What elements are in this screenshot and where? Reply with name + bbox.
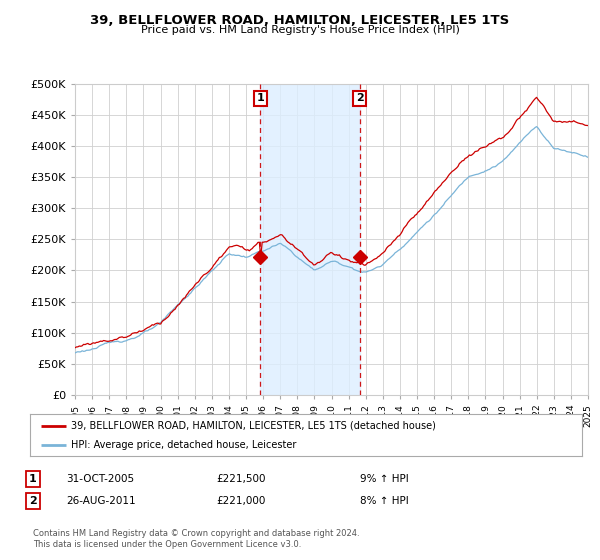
Text: 39, BELLFLOWER ROAD, HAMILTON, LEICESTER, LE5 1TS: 39, BELLFLOWER ROAD, HAMILTON, LEICESTER… xyxy=(91,14,509,27)
Bar xyxy=(260,84,360,395)
Text: 39, BELLFLOWER ROAD, HAMILTON, LEICESTER, LE5 1TS (detached house): 39, BELLFLOWER ROAD, HAMILTON, LEICESTER… xyxy=(71,421,436,431)
Text: Contains HM Land Registry data © Crown copyright and database right 2024.
This d: Contains HM Land Registry data © Crown c… xyxy=(33,529,359,549)
Text: 2: 2 xyxy=(356,94,364,104)
Text: 26-AUG-2011: 26-AUG-2011 xyxy=(66,496,136,506)
Text: 1: 1 xyxy=(29,474,37,484)
Text: 2: 2 xyxy=(29,496,37,506)
Text: £221,000: £221,000 xyxy=(216,496,265,506)
Text: 31-OCT-2005: 31-OCT-2005 xyxy=(66,474,134,484)
Text: Price paid vs. HM Land Registry's House Price Index (HPI): Price paid vs. HM Land Registry's House … xyxy=(140,25,460,35)
Text: 1: 1 xyxy=(256,94,264,104)
Text: 9% ↑ HPI: 9% ↑ HPI xyxy=(360,474,409,484)
Text: £221,500: £221,500 xyxy=(216,474,265,484)
Text: 8% ↑ HPI: 8% ↑ HPI xyxy=(360,496,409,506)
Text: HPI: Average price, detached house, Leicester: HPI: Average price, detached house, Leic… xyxy=(71,440,297,450)
